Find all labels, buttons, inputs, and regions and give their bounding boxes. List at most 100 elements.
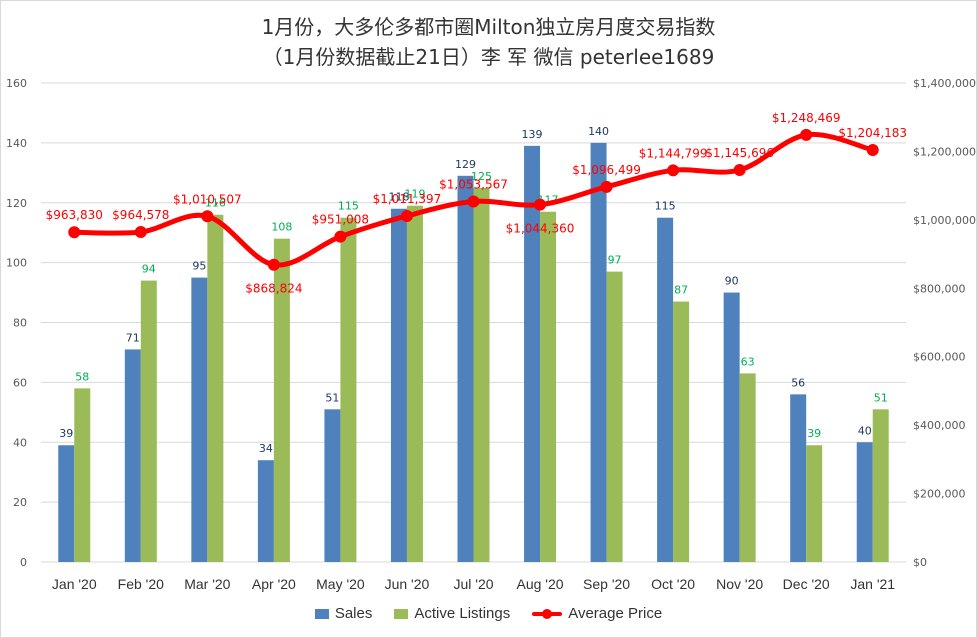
bar-sales xyxy=(657,217,674,562)
marker-average-price xyxy=(400,209,413,222)
bar-active-listings xyxy=(74,388,91,562)
x-tick-label: Mar '20 xyxy=(184,576,230,592)
chart-legend: Sales Active Listings Average Price xyxy=(1,605,976,622)
y-left-tick-label: 20 xyxy=(13,496,27,509)
bar-sales xyxy=(524,145,541,562)
marker-average-price xyxy=(134,225,147,238)
legend-swatch-sales xyxy=(314,608,329,619)
marker-average-price xyxy=(534,198,547,211)
data-label-sales: 115 xyxy=(655,200,676,213)
data-label-sales: 129 xyxy=(455,158,476,171)
legend-swatch-active-listings xyxy=(394,608,409,619)
y-left-tick-label: 0 xyxy=(20,556,27,569)
y-right-tick-label: $1,000,000 xyxy=(913,214,976,227)
marker-average-price xyxy=(467,195,480,208)
x-tick-label: Apr '20 xyxy=(252,576,296,592)
y-right-tick-label: $600,000 xyxy=(913,351,966,364)
data-label-active-listings: 97 xyxy=(608,254,622,267)
y-left-tick-label: 40 xyxy=(13,436,27,449)
x-tick-label: Aug '20 xyxy=(517,576,564,592)
bar-active-listings xyxy=(673,301,690,562)
data-label-sales: 118 xyxy=(388,191,409,204)
data-label-active-listings: 116 xyxy=(205,197,226,210)
bar-active-listings xyxy=(406,205,423,562)
bar-sales xyxy=(124,349,141,562)
marker-average-price xyxy=(334,230,347,243)
y-right-tick-label: $400,000 xyxy=(913,419,966,432)
data-label-average-price: $951,008 xyxy=(312,213,369,227)
y-left-tick-label: 100 xyxy=(6,257,27,270)
bar-active-listings xyxy=(540,211,557,562)
bar-sales xyxy=(191,277,208,562)
marker-average-price xyxy=(733,164,746,177)
data-label-active-listings: 58 xyxy=(75,370,89,383)
x-tick-label: Feb '20 xyxy=(118,576,164,592)
marker-average-price xyxy=(600,180,613,193)
data-label-sales: 40 xyxy=(858,424,872,437)
legend-swatch-average-price xyxy=(532,608,563,619)
data-label-average-price: $1,010,507 xyxy=(173,192,242,206)
marker-average-price xyxy=(667,164,680,177)
legend-item-average-price: Average Price xyxy=(532,605,662,622)
data-label-average-price: $1,053,567 xyxy=(439,178,508,192)
y-right-tick-label: $1,400,000 xyxy=(913,77,976,90)
data-label-average-price: $1,145,696 xyxy=(705,146,774,160)
data-label-sales: 56 xyxy=(791,376,805,389)
data-label-active-listings: 94 xyxy=(142,263,156,276)
data-label-average-price: $868,824 xyxy=(245,282,302,296)
bar-sales xyxy=(58,445,75,562)
data-label-average-price: $1,044,360 xyxy=(506,222,575,236)
bar-active-listings xyxy=(806,445,823,562)
bar-sales xyxy=(856,442,873,562)
data-label-sales: 140 xyxy=(588,125,609,138)
bar-active-listings xyxy=(207,214,224,562)
marker-average-price xyxy=(800,128,813,141)
data-label-active-listings: 39 xyxy=(807,427,821,440)
x-tick-label: Jan '21 xyxy=(850,576,895,592)
x-tick-label: Sep '20 xyxy=(583,576,630,592)
legend-item-active-listings: Active Listings xyxy=(394,605,510,622)
bar-sales xyxy=(390,208,407,563)
marker-average-price xyxy=(201,210,214,223)
y-right-tick-label: $200,000 xyxy=(913,488,966,501)
data-label-sales: 34 xyxy=(259,442,273,455)
data-label-average-price: $1,144,799 xyxy=(639,146,708,160)
data-label-active-listings: 63 xyxy=(741,355,755,368)
data-label-average-price: $1,204,183 xyxy=(838,126,907,140)
marker-average-price xyxy=(866,143,879,156)
data-label-sales: 90 xyxy=(725,275,739,288)
bar-active-listings xyxy=(140,280,157,562)
data-label-sales: 95 xyxy=(192,260,206,273)
chart-plot: 0 20 40 60 80 100 120 140 160 $0 $200,000 $400,000 $… xyxy=(6,77,976,592)
data-label-active-listings: 108 xyxy=(271,221,292,234)
bar-sales xyxy=(257,460,274,562)
data-label-sales: 51 xyxy=(325,391,339,404)
data-label-average-price: $1,096,499 xyxy=(572,163,641,177)
y-right-tick-label: $0 xyxy=(913,556,927,569)
y-left-tick-label: 160 xyxy=(6,77,27,90)
data-label-active-listings: 115 xyxy=(338,200,359,213)
x-tick-label: Oct '20 xyxy=(651,576,695,592)
data-label-active-listings: 87 xyxy=(674,284,688,297)
bar-sales xyxy=(790,394,807,562)
y-left-tick-label: 120 xyxy=(6,197,27,210)
x-tick-label: Dec '20 xyxy=(783,576,830,592)
legend-label-active-listings: Active Listings xyxy=(414,605,511,622)
bar-sales xyxy=(324,409,341,562)
data-label-sales: 71 xyxy=(126,331,140,344)
y-left-tick-label: 140 xyxy=(6,137,27,150)
chart-subtitle: （1月份数据截止21日）李 军 微信 peterlee1689 xyxy=(262,45,715,69)
data-label-sales: 39 xyxy=(59,427,73,440)
x-tick-label: May '20 xyxy=(316,576,365,592)
data-label-active-listings: 51 xyxy=(874,391,888,404)
bar-active-listings xyxy=(340,217,357,562)
y-left-tick-label: 60 xyxy=(13,376,27,389)
y-right-tick-label: $1,200,000 xyxy=(913,145,976,158)
y-right-tick-label: $800,000 xyxy=(913,282,966,295)
marker-average-price xyxy=(267,258,280,271)
bar-sales xyxy=(457,175,474,562)
bar-active-listings xyxy=(606,271,623,562)
bar-active-listings xyxy=(473,187,490,562)
data-label-average-price: $964,578 xyxy=(112,208,169,222)
x-tick-label: Nov '20 xyxy=(716,576,763,592)
